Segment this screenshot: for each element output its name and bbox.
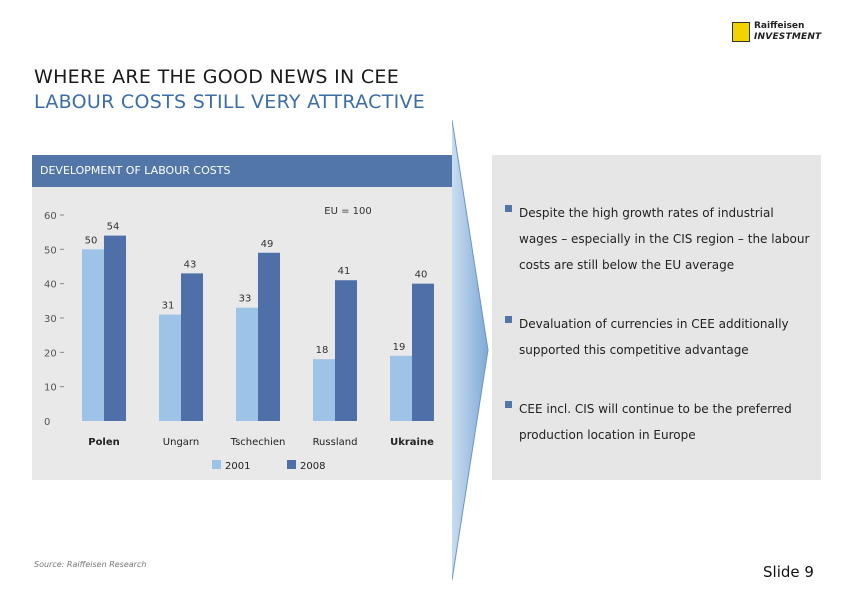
category-label: Tschechien (230, 437, 286, 448)
y-tick-label: 20 (44, 348, 57, 359)
chart-annotation: EU = 100 (324, 206, 371, 217)
data-label: 50 (85, 235, 98, 246)
data-label: 18 (316, 345, 329, 356)
data-label: 19 (393, 342, 406, 353)
bar-2008-ungarn (181, 273, 203, 421)
bar-2001-tschechien (236, 307, 258, 421)
slide-title: WHERE ARE THE GOOD NEWS IN CEE (34, 66, 400, 88)
y-tick-label: 40 (44, 280, 57, 291)
data-label: 33 (239, 294, 252, 305)
logo-text-line1: Raiffeisen (754, 21, 805, 31)
bullet-item: CEE incl. CIS will continue to be the pr… (505, 396, 815, 448)
labour-costs-chart: 0 10 20 30 40 50 60 EU = 100 50 54 Polen 31 43 Ungarn… (44, 206, 434, 472)
bar-2001-polen (82, 249, 104, 421)
legend-swatch (287, 460, 296, 469)
logo-emblem-icon (732, 22, 750, 42)
bullet-square-icon (505, 316, 512, 323)
bar-2001-russland (313, 359, 335, 421)
data-label: 43 (184, 259, 197, 270)
source-note: Source: Raiffeisen Research (34, 560, 147, 569)
divider-arrow (452, 120, 489, 580)
slide-number: Slide 9 (763, 563, 814, 581)
category-label: Ungarn (163, 437, 199, 448)
raiffeisen-logo: Raiffeisen INVESTMENT (732, 20, 822, 44)
data-label: 41 (338, 266, 351, 277)
legend-swatch (212, 460, 221, 469)
bullet-square-icon (505, 401, 512, 408)
y-tick-label: 30 (44, 314, 57, 325)
bullet-item: Devaluation of currencies in CEE additio… (505, 311, 815, 363)
bullets-panel (492, 155, 821, 480)
bar-2001-ungarn (159, 314, 181, 421)
bar-2008-ukraine (412, 283, 434, 421)
bar-2001-ukraine (390, 355, 412, 421)
legend-label: 2008 (300, 461, 325, 472)
bullet-text: CEE incl. CIS will continue to be the pr… (519, 402, 792, 442)
legend-label: 2001 (225, 461, 250, 472)
category-label: Polen (88, 437, 120, 448)
chart-header: DEVELOPMENT OF LABOUR COSTS (32, 155, 452, 187)
bar-2008-russland (335, 280, 357, 421)
bar-2008-polen (104, 235, 126, 421)
logo-text-line2: INVESTMENT (754, 32, 822, 42)
y-tick-label: 0 (44, 417, 50, 428)
bullet-item: Despite the high growth rates of industr… (505, 200, 815, 278)
data-label: 31 (162, 301, 175, 312)
category-label: Russland (313, 437, 358, 448)
y-tick-label: 50 (44, 245, 57, 256)
category-label: Ukraine (390, 437, 434, 448)
y-tick-label: 60 (44, 211, 57, 222)
y-tick-label: 10 (44, 383, 57, 394)
bar-2008-tschechien (258, 252, 280, 421)
bullet-text: Devaluation of currencies in CEE additio… (519, 317, 789, 357)
data-label: 49 (261, 239, 274, 250)
data-label: 54 (107, 222, 120, 233)
data-label: 40 (415, 270, 428, 281)
bullet-text: Despite the high growth rates of industr… (519, 206, 810, 272)
slide-subtitle: LABOUR COSTS STILL VERY ATTRACTIVE (34, 91, 426, 113)
bullet-square-icon (505, 205, 512, 212)
